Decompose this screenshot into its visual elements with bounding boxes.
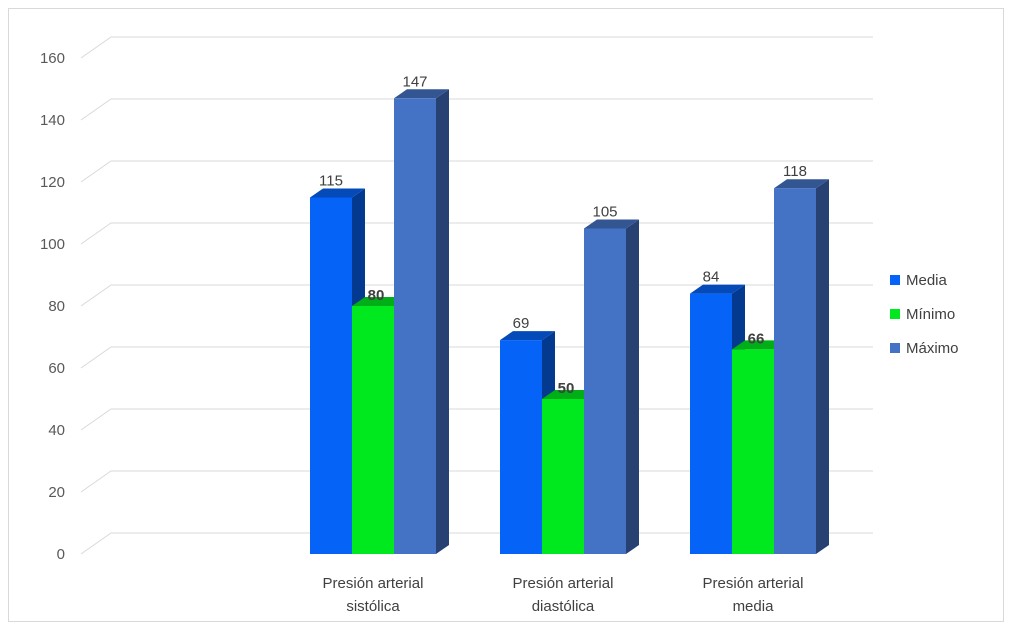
data-label: 66	[748, 330, 765, 347]
bar-top-face	[774, 179, 829, 189]
bar	[774, 179, 829, 554]
y-tick-label: 20	[48, 484, 65, 501]
bar-front-face	[500, 340, 542, 554]
bar-front-face	[774, 188, 816, 554]
bar	[394, 89, 449, 555]
data-label: 147	[402, 73, 427, 90]
labels-layer: 115 80 147 Presión arterial sistólica 69 50 105…	[319, 73, 807, 615]
bar-front-face	[310, 197, 352, 554]
bars-layer	[310, 89, 829, 555]
legend-label: Máximo	[906, 340, 959, 357]
legend-swatch	[890, 309, 900, 319]
legend-swatch	[890, 343, 900, 353]
bar-top-face	[584, 219, 639, 229]
bar-top-face	[352, 297, 407, 306]
gridline	[80, 36, 873, 59]
bar-side-face	[436, 89, 449, 555]
data-label: 105	[592, 204, 617, 221]
bar-side-face	[626, 219, 639, 554]
bar-top-face	[690, 284, 745, 294]
bar-side-face	[816, 179, 829, 554]
y-tick-label: 140	[40, 112, 65, 129]
legend: Media Mínimo Máximo	[890, 272, 959, 357]
gridline	[80, 98, 873, 121]
chart-frame: 0 20 40 60 80 100 120 140 160 115 80 147 Presión ar…	[8, 8, 1004, 622]
bar-front-face	[542, 399, 584, 554]
category-label: Presión arterial	[513, 575, 614, 592]
data-label: 118	[783, 163, 807, 180]
gridline	[80, 284, 873, 307]
category-label: Presión arterial	[703, 575, 804, 592]
bar-top-face	[500, 331, 555, 341]
category-label: media	[733, 598, 775, 615]
legend-swatch	[890, 275, 900, 285]
y-tick-label: 120	[40, 174, 65, 191]
data-label: 80	[368, 287, 385, 304]
bar-front-face	[394, 98, 436, 555]
y-tick-label: 80	[48, 298, 65, 315]
bar-top-face	[394, 89, 449, 99]
y-tick-label: 60	[48, 360, 65, 377]
bar-front-face	[584, 228, 626, 554]
bar	[584, 219, 639, 554]
category-label: Presión arterial	[323, 575, 424, 592]
data-label: 84	[703, 269, 720, 286]
legend-label: Media	[906, 272, 948, 289]
bar-top-face	[542, 390, 597, 399]
gridline	[80, 222, 873, 245]
y-tick-label: 0	[57, 546, 65, 563]
category-label: diastólica	[532, 598, 595, 615]
bar-front-face	[352, 306, 394, 554]
gridline	[80, 160, 873, 183]
bar-top-face	[732, 340, 787, 350]
bar-top-face	[310, 188, 365, 198]
data-label: 115	[319, 173, 343, 190]
data-label: 69	[513, 315, 530, 332]
bar-chart: 0 20 40 60 80 100 120 140 160 115 80 147 Presión ar…	[40, 36, 959, 615]
data-label: 50	[558, 380, 575, 397]
y-tick-label: 100	[40, 236, 65, 253]
y-tick-label: 160	[40, 50, 65, 67]
legend-label: Mínimo	[906, 306, 955, 323]
category-label: sistólica	[346, 598, 400, 615]
bar-front-face	[690, 293, 732, 554]
y-tick-label: 40	[48, 422, 65, 439]
bar-front-face	[732, 349, 774, 554]
